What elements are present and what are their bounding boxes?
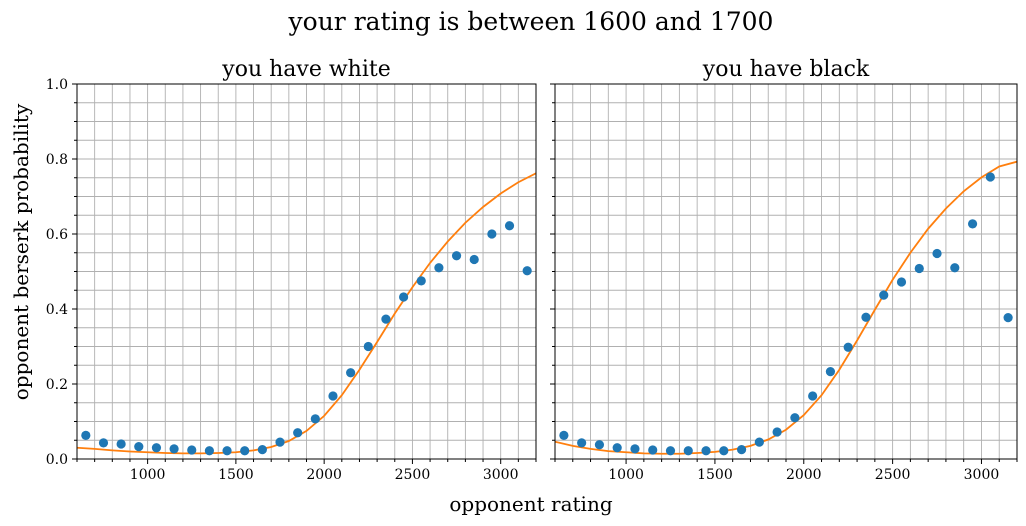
x-tick-label: 1000 <box>130 467 166 483</box>
data-point <box>169 444 179 454</box>
data-point <box>736 445 747 455</box>
data-point <box>328 391 338 401</box>
panel-title-white: you have white <box>221 57 390 82</box>
data-point <box>204 446 215 456</box>
data-point <box>469 254 479 265</box>
data-point <box>683 446 693 456</box>
y-tick-label: 0.8 <box>46 152 68 168</box>
data-point <box>1003 313 1013 323</box>
data-point <box>701 446 711 456</box>
data-point <box>222 446 232 456</box>
data-point <box>434 263 444 273</box>
axes-frame <box>554 83 1018 460</box>
y-tick-label: 0.2 <box>46 377 68 393</box>
y-tick-label: 0.0 <box>46 452 68 468</box>
data-point <box>648 445 658 455</box>
y-axis-label: opponent berserk probability <box>9 103 33 400</box>
axes-frame <box>76 83 537 460</box>
data-point <box>754 437 764 447</box>
data-point <box>719 446 729 456</box>
figure-title: your rating is between 1600 and 1700 <box>288 7 774 36</box>
data-point <box>98 438 109 448</box>
data-point <box>808 391 818 401</box>
data-point <box>825 367 836 377</box>
data-point <box>363 341 373 352</box>
x-tick-label: 2000 <box>786 467 822 483</box>
data-point <box>346 368 356 378</box>
data-point <box>522 266 532 276</box>
data-point <box>257 445 267 455</box>
data-point <box>594 440 605 450</box>
data-point <box>187 445 197 455</box>
y-tick-label: 0.4 <box>46 302 68 318</box>
x-tick-label: 3000 <box>483 467 519 483</box>
data-point <box>879 290 889 300</box>
x-tick-label: 1500 <box>697 467 733 483</box>
x-tick-label: 2500 <box>395 467 431 483</box>
fit-curve <box>77 172 536 455</box>
x-tick-label: 1500 <box>218 467 254 483</box>
data-point <box>665 446 676 456</box>
x-axis-label: opponent rating <box>449 492 612 516</box>
data-point <box>843 342 853 352</box>
data-point <box>487 229 497 239</box>
data-point <box>950 263 960 273</box>
data-point <box>985 172 995 182</box>
data-point <box>310 414 320 424</box>
data-point <box>151 443 162 453</box>
data-point <box>451 251 462 261</box>
panel-title-black: you have black <box>702 57 870 82</box>
data-point <box>381 314 391 324</box>
data-point <box>81 430 91 440</box>
data-point <box>630 444 640 454</box>
data-point <box>293 428 303 438</box>
x-tick-label: 2500 <box>875 467 911 483</box>
data-point <box>932 248 942 259</box>
data-point <box>790 413 800 423</box>
data-point <box>577 438 587 448</box>
y-tick-label: 0.6 <box>46 227 68 243</box>
data-point <box>240 446 250 456</box>
x-tick-label: 1000 <box>608 467 644 483</box>
data-point <box>275 437 285 447</box>
panel-white: you have white 1000 1500 2000 2500 3000 0.0 0.… <box>46 57 537 483</box>
data-point <box>559 430 569 440</box>
x-tick-label: 3000 <box>964 467 1000 483</box>
panel-black: you have black 1000 1500 2000 2500 3000 <box>550 57 1018 483</box>
x-tick-label: 2000 <box>306 467 342 483</box>
data-point <box>896 277 907 287</box>
data-point <box>398 292 409 302</box>
data-point <box>612 443 622 453</box>
data-point <box>861 312 871 322</box>
data-point <box>416 276 426 286</box>
data-point <box>116 439 126 449</box>
data-point <box>914 263 924 274</box>
data-point <box>504 221 515 231</box>
fit-curve <box>555 160 1017 455</box>
y-tick-label: 1.0 <box>46 77 68 93</box>
data-point <box>967 219 978 229</box>
data-point <box>134 442 144 452</box>
data-point <box>772 427 782 437</box>
